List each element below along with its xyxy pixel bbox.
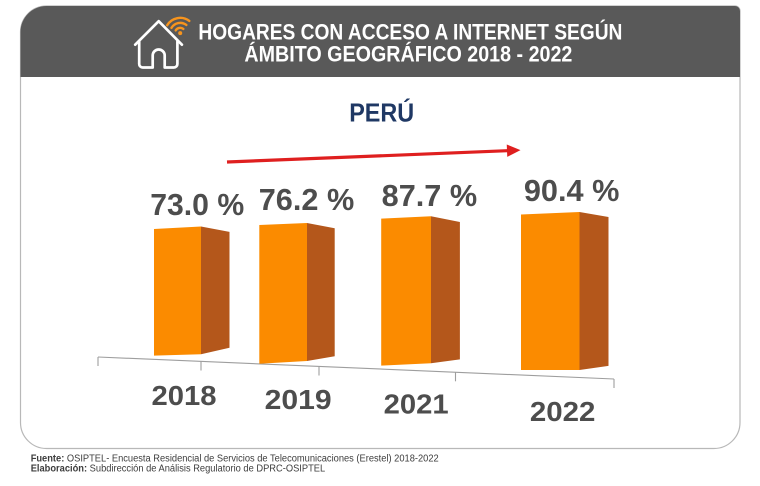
svg-text:Fuente: OSIPTEL- Encuesta Resi: Fuente: OSIPTEL- Encuesta Residencial de…: [31, 453, 439, 464]
svg-text:2022: 2022: [530, 396, 596, 427]
svg-text:2019: 2019: [265, 384, 332, 415]
svg-text:87.7 %: 87.7 %: [382, 178, 478, 213]
svg-text:90.4 %: 90.4 %: [524, 173, 620, 208]
svg-text:PERÚ: PERÚ: [349, 98, 414, 128]
svg-text:2021: 2021: [384, 389, 449, 420]
svg-text:73.0 %: 73.0 %: [150, 187, 244, 222]
svg-text:76.2 %: 76.2 %: [259, 182, 355, 217]
svg-text:Elaboración: Subdirección de A: Elaboración: Subdirección de Análisis Re…: [31, 464, 326, 475]
svg-text:HOGARES CON ACCESO A INTERNET: HOGARES CON ACCESO A INTERNET SEGÚN: [198, 19, 622, 44]
svg-text:2018: 2018: [152, 380, 217, 411]
svg-text:ÁMBITO GEOGRÁFICO 2018 - 2022: ÁMBITO GEOGRÁFICO 2018 - 2022: [244, 41, 572, 66]
